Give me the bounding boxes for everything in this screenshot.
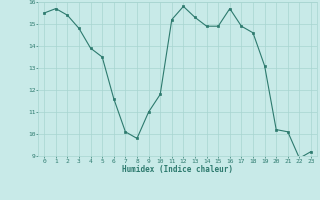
X-axis label: Humidex (Indice chaleur): Humidex (Indice chaleur) bbox=[122, 165, 233, 174]
